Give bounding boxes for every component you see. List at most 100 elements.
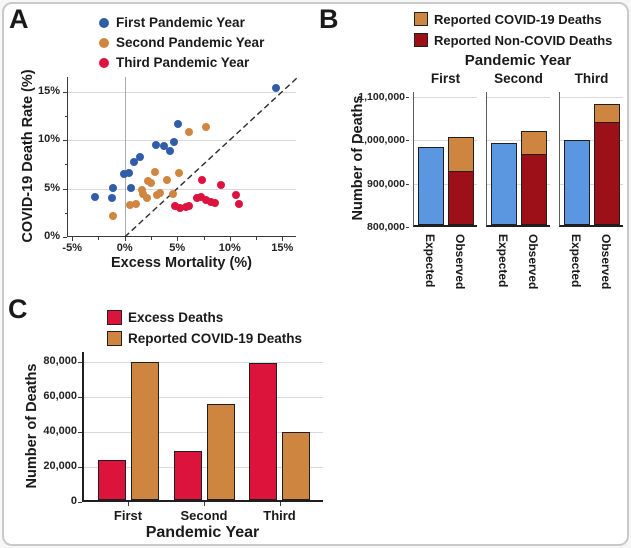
y-tick-label: 0%: [44, 230, 60, 242]
panel-a-x-axis-title: Excess Mortality (%): [110, 255, 253, 271]
y-minor-tick: [64, 164, 67, 166]
third-year-point: [176, 203, 185, 212]
second-year-point: [109, 211, 118, 220]
observed-non-covid-segment: [594, 121, 620, 225]
first-year-point: [271, 83, 280, 92]
panel-b-letter: B: [319, 4, 339, 34]
excess-deaths-bar: [173, 450, 202, 500]
legend-item-first-pandemic-year: First Pandemic Year: [99, 13, 264, 32]
b-gridline: [414, 140, 477, 142]
y-tick-label: 5%: [44, 181, 60, 194]
x-tick-label: 0%: [116, 242, 133, 254]
first-year-point: [174, 119, 183, 128]
third-year-point: [206, 198, 215, 207]
excess-deaths-bar: [249, 363, 277, 500]
y-minor-tick: [64, 115, 67, 117]
observed-covid-segment: [594, 104, 620, 123]
zero-reference-line: [124, 77, 126, 236]
y-tick-label: 10%: [37, 133, 60, 146]
legend-item-second-pandemic-year: Second Pandemic Year: [99, 33, 264, 52]
third-year-point: [217, 180, 226, 189]
facet-header: Third: [574, 71, 609, 86]
facet-second: Second Expected Observed: [486, 71, 550, 289]
first-year-point: [165, 146, 174, 155]
b-gridline: [414, 183, 477, 185]
first-year-point: [124, 169, 133, 177]
panel-c-letter: C: [8, 294, 28, 324]
facet-first: First Expected Observed: [413, 71, 477, 289]
x-tick-label: -5%: [62, 242, 82, 254]
second-year-dot-swatch: [99, 37, 109, 48]
second-year-point: [132, 200, 141, 209]
second-year-point: [142, 194, 151, 203]
second-year-point: [151, 168, 160, 177]
x-minor-tick: [203, 237, 205, 240]
c-y-tick-mark: [78, 431, 82, 433]
panel-c-x-axis-title: Pandemic Year: [145, 524, 260, 541]
x-tick-mark: [177, 237, 179, 241]
y-tick-mark: [63, 237, 67, 238]
first-year-point: [119, 169, 128, 178]
panel-a-letter: A: [9, 4, 29, 34]
y-tick-mark: [63, 91, 67, 93]
b-y-tick-label: 900,000: [367, 177, 405, 190]
legend-label: Excess Deaths: [128, 309, 224, 325]
legend-label: Third Pandemic Year: [116, 55, 250, 70]
reported-covid-deaths-bar: [206, 404, 235, 500]
first-year-point: [159, 141, 168, 150]
excess-deaths-swatch: [107, 309, 122, 325]
b-gridline: [560, 183, 623, 185]
first-year-point: [136, 153, 145, 162]
panel-b-y-axis: 800,000 900,000 1,000,000 1,100,000: [358, 91, 409, 233]
b-y-tick-mark: [406, 227, 409, 228]
x-minor-tick: [256, 237, 258, 240]
excess-deaths-bar: [97, 459, 126, 500]
c-gridline: [84, 431, 323, 433]
panel-a-legend: First Pandemic Year Second Pandemic Year…: [99, 13, 264, 73]
second-year-point: [138, 190, 147, 199]
b-gridline: [487, 140, 550, 142]
b-y-tick-mark: [406, 140, 409, 142]
y-tick-label: 15%: [37, 84, 60, 97]
panel-c-legend: Excess Deaths Reported COVID-19 Deaths: [107, 307, 302, 349]
y-gridline: [68, 91, 296, 93]
identity-line-layer: [124, 77, 297, 237]
x-tick-label: 10%: [218, 242, 241, 254]
first-year-point: [109, 183, 118, 192]
first-year-point: [152, 140, 161, 149]
first-year-point: [170, 137, 179, 146]
c-x-tick-label: First: [113, 508, 143, 523]
second-year-point: [146, 178, 155, 187]
y-gridline: [68, 140, 296, 142]
c-gridline: [84, 361, 323, 363]
third-year-point: [197, 193, 206, 202]
reported-non-covid-swatch: [414, 33, 428, 47]
reported-covid-deaths-bar: [130, 362, 159, 500]
x-tick-mark: [282, 237, 284, 241]
expected-bar: [564, 139, 590, 225]
legend-label: Second Pandemic Year: [116, 35, 265, 50]
scatter-plot-area: -5% 0% 5% 10% 15% 0% 5% 10% 15%: [38, 77, 297, 254]
reported-covid-swatch-c: [107, 330, 122, 346]
grouped-bar-chart-area: 0 20,000 40,000 60,000 80,000 First Second Thir…: [43, 352, 323, 523]
c-x-tick-mark: [279, 502, 281, 506]
first-year-dot-swatch: [99, 17, 109, 28]
y-tick-mark: [63, 188, 67, 190]
legend-item-third-pandemic-year: Third Pandemic Year: [99, 53, 264, 72]
facet-bar-chart-area: First Expected Observed Second Expected Obser…: [413, 71, 623, 289]
second-year-point: [169, 190, 178, 199]
second-year-point: [125, 201, 134, 209]
x-tick-label: 15%: [271, 242, 294, 254]
legend-item-excess-deaths: Excess Deaths: [107, 307, 302, 327]
identity-dashed-line: [124, 77, 297, 237]
facet-third: Third Expected Observed: [559, 71, 623, 289]
observed-non-covid-segment: [521, 154, 547, 225]
y-gridline: [68, 188, 296, 190]
c-y-tick-mark: [78, 396, 82, 398]
bar-category-label: Observed: [526, 234, 540, 290]
c-gridline: [84, 466, 323, 468]
reported-covid-swatch: [414, 12, 428, 26]
expected-bar: [491, 142, 517, 225]
c-y-tick-label: 40,000: [43, 424, 77, 437]
